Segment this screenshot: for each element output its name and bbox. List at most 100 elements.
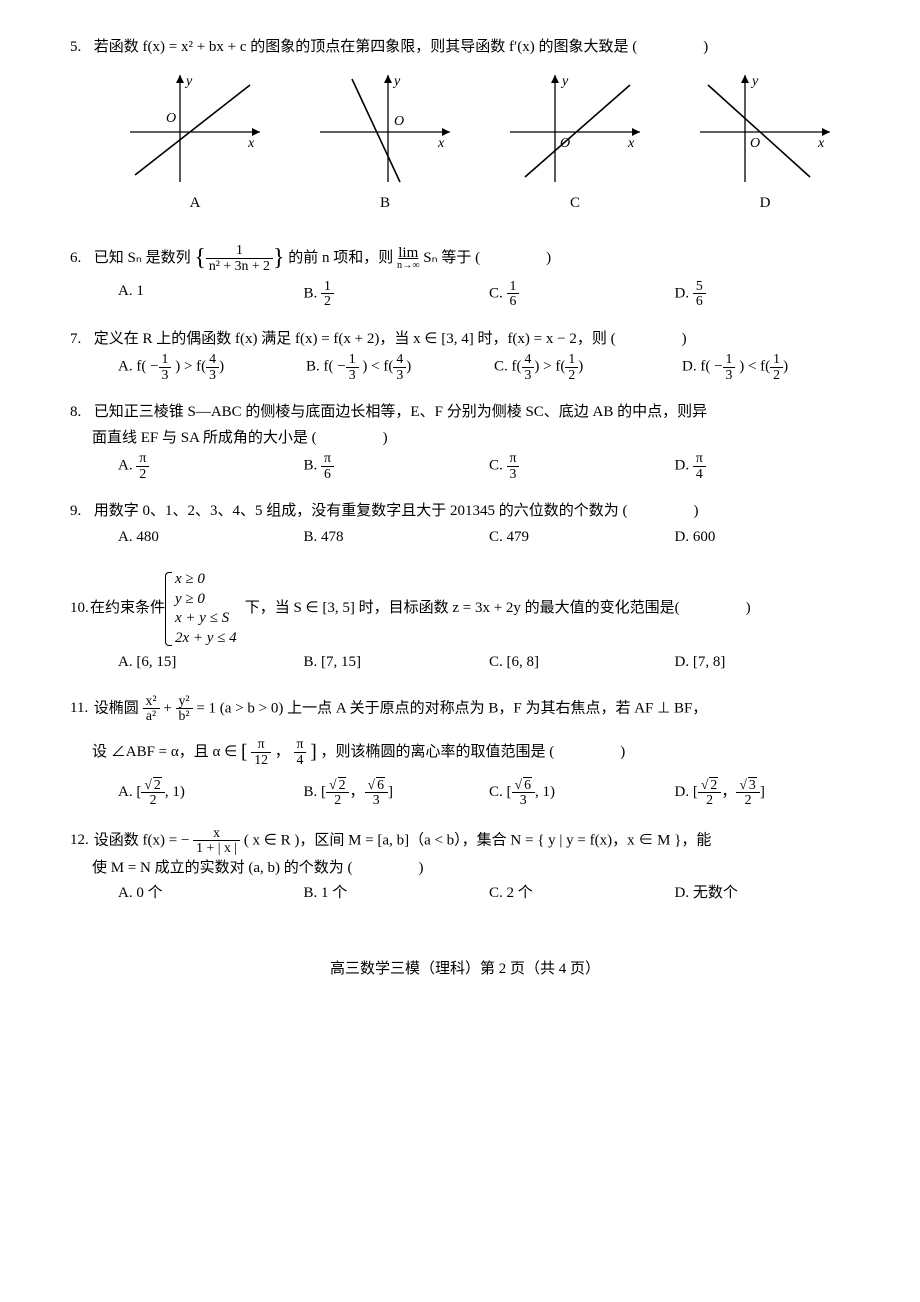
brace-close: } — [273, 245, 285, 271]
q11-intl: [ — [241, 742, 248, 763]
q6-b-label: B. — [304, 285, 318, 301]
svg-text:y: y — [560, 74, 569, 89]
q11-comma: ， — [275, 744, 290, 760]
q8-line2: 面直线 EF 与 SA 所成角的大小是 ( ) — [70, 426, 860, 452]
q10-opt-b: B. [7, 15] — [304, 650, 490, 676]
q11-l2f1d: 12 — [251, 753, 271, 767]
svg-text:y: y — [750, 74, 759, 89]
question-9: 9. 用数字 0、1、2、3、4、5 组成，没有重复数字且大于 201345 的… — [70, 499, 860, 550]
q5-label-d: D — [670, 191, 860, 217]
q7-opt-a: A. f( −13 ) > f(43) — [118, 352, 296, 382]
q10-c4: 2x + y ≤ 4 — [175, 629, 237, 649]
q11b-d1: 2 — [326, 793, 349, 807]
q11-f1d: a² — [143, 709, 160, 723]
q6-d-num: 5 — [693, 279, 706, 294]
q6-pre: 已知 Sₙ 是数列 — [94, 250, 191, 266]
q7d-d2: 2 — [770, 368, 783, 382]
q12-blank: ( ) — [348, 860, 436, 876]
q6-b-num: 1 — [321, 279, 334, 294]
svg-text:y: y — [392, 74, 401, 89]
q7-opt-c: C. f(43) > f(12) — [494, 352, 672, 382]
q8a-l: A. — [118, 458, 133, 474]
q11-blank: ( ) — [549, 744, 637, 760]
q11-l2f2d: 4 — [294, 753, 307, 767]
q12-opt-b: B. 1 个 — [304, 881, 490, 907]
q11d-d2: 2 — [736, 793, 759, 807]
q7-blank: ( ) — [611, 331, 699, 347]
q6-blank: ( ) — [475, 250, 563, 266]
q8d-n: π — [693, 451, 706, 466]
q11b-d2: 3 — [365, 793, 388, 807]
q6-opt-a: A. 1 — [118, 279, 304, 309]
svg-text:x: x — [627, 136, 635, 151]
q6-opt-c: C. 16 — [489, 279, 675, 309]
q11b-m: ， — [349, 784, 364, 800]
q8d-d: 4 — [693, 467, 706, 481]
q6-b-den: 2 — [321, 294, 334, 308]
q9-opt-c: C. 479 — [489, 525, 675, 551]
q11a-l: A. [ — [118, 784, 141, 800]
q6-tail: 等于 — [441, 250, 471, 266]
q6-opt-b: B. 12 — [304, 279, 490, 309]
q5-num: 5. — [70, 35, 90, 61]
question-7: 7. 定义在 R 上的偶函数 f(x) 满足 f(x) = f(x + 2)，当… — [70, 327, 860, 382]
q7a-n1: 1 — [159, 352, 172, 367]
q6-text: 6. 已知 Sₙ 是数列 {1n² + 3n + 2} 的前 n 项和，则 li… — [70, 238, 860, 279]
q11-m1: + — [163, 700, 175, 716]
q11-line1: 11. 设椭圆 x²a² + y²b² = 1 (a > b > 0) 上一点 … — [70, 694, 860, 724]
q12-post: ( x ∈ R )，区间 M = [a, b]（a < b），集合 N = { … — [244, 832, 712, 848]
q10-options: A. [6, 15] B. [7, 15] C. [6, 8] D. [7, 8… — [70, 650, 860, 676]
q11d-n2: 3 — [748, 777, 757, 792]
svg-text:O: O — [166, 111, 176, 126]
q10-opt-c: C. [6, 8] — [489, 650, 675, 676]
q8c-d: 3 — [507, 467, 520, 481]
q5-body: 若函数 f(x) = x² + bx + c 的图象的顶点在第四象限，则其导函数… — [94, 39, 629, 55]
q7-options: A. f( −13 ) > f(43) B. f( −13 ) < f(43) … — [70, 352, 860, 382]
q9-opt-b: B. 478 — [304, 525, 490, 551]
q7d-pre: D. f( − — [682, 359, 723, 375]
question-11: 11. 设椭圆 x²a² + y²b² = 1 (a > b > 0) 上一点 … — [70, 694, 860, 808]
question-8: 8. 已知正三棱锥 S—ABC 的侧棱与底面边长相等，E、F 分别为侧棱 SC、… — [70, 400, 860, 481]
q7c-d2: 2 — [565, 368, 578, 382]
q5-label-b: B — [290, 191, 480, 217]
q7b-d2: 3 — [393, 368, 406, 382]
q7-opt-d: D. f( −13 ) < f(12) — [682, 352, 860, 382]
q7c-n1: 4 — [522, 352, 535, 367]
svg-text:x: x — [247, 136, 255, 151]
q5-graph-b: O x y B — [290, 67, 480, 217]
q11-l2post: ，则该椭圆的离心率的取值范围是 — [320, 744, 545, 760]
q7c-pre: C. f( — [494, 359, 522, 375]
q7b-post: ) — [406, 359, 411, 375]
q12-body2: 使 M = N 成立的实数对 (a, b) 的个数为 — [92, 860, 344, 876]
question-5: 5. 若函数 f(x) = x² + bx + c 的图象的顶点在第四象限，则其… — [70, 35, 860, 220]
q11d-nr1: √2 — [698, 777, 721, 793]
q11-f2n: y² — [176, 694, 193, 709]
q7c-d1: 3 — [522, 368, 535, 382]
q12-opt-c: C. 2 个 — [489, 881, 675, 907]
q9-opt-a: A. 480 — [118, 525, 304, 551]
q7a-pre: A. f( − — [118, 359, 159, 375]
q7c-mid: ) > f( — [534, 359, 565, 375]
q8-opt-b: B. π6 — [304, 451, 490, 481]
q6-frac-den: n² + 3n + 2 — [206, 259, 273, 273]
q11-opt-d: D. [√22，√32] — [675, 777, 861, 808]
q6-num: 6. — [70, 246, 90, 272]
q11a-nr: √2 — [141, 777, 164, 793]
q6-lim-text: lim — [397, 246, 420, 261]
q10-opt-a: A. [6, 15] — [118, 650, 304, 676]
q8-num: 8. — [70, 400, 90, 426]
q11a-p: , 1) — [165, 784, 185, 800]
q7d-d1: 3 — [723, 368, 736, 382]
question-12: 12. 设函数 f(x) = − x1 + | x | ( x ∈ R )，区间… — [70, 826, 860, 907]
q9-blank: ( ) — [623, 503, 711, 519]
q8d-l: D. — [675, 458, 690, 474]
q11a-n1: 2 — [153, 777, 162, 792]
q7d-post: ) — [783, 359, 788, 375]
svg-text:O: O — [394, 114, 404, 129]
graph-c-svg: O x y — [500, 67, 650, 187]
svg-text:x: x — [817, 136, 825, 151]
q6-c-num: 1 — [507, 279, 520, 294]
q9-text: 9. 用数字 0、1、2、3、4、5 组成，没有重复数字且大于 201345 的… — [70, 499, 860, 525]
q11d-m: ， — [721, 784, 736, 800]
q12-line1: 12. 设函数 f(x) = − x1 + | x | ( x ∈ R )，区间… — [70, 826, 860, 856]
